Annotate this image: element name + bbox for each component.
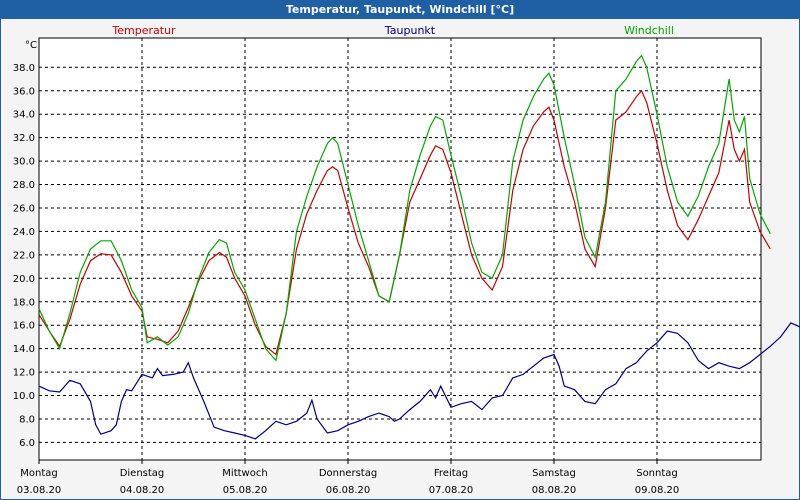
y-tick-label: 8.0 [19, 414, 35, 425]
y-tick-label: 10.0 [13, 391, 35, 402]
y-tick-label: 34.0 [13, 110, 35, 121]
y-tick-label: 24.0 [13, 227, 35, 238]
y-tick-label: 12.0 [13, 368, 35, 379]
y-tick-label: 20.0 [13, 274, 35, 285]
x-tick-weekday: Donnerstag [319, 468, 377, 479]
y-tick-label: 6.0 [19, 438, 35, 449]
x-tick-date: 08.08.20 [532, 485, 577, 496]
y-tick-label: 38.0 [13, 63, 35, 74]
x-tick-weekday: Mittwoch [222, 468, 267, 479]
y-axis: °C 6.0 8.0 10.0 12.0 14.0 16.0 18.0 20.0 22.0 24.… [13, 40, 37, 449]
y-tick-label: 36.0 [13, 86, 35, 97]
y-tick-label: 32.0 [13, 133, 35, 144]
series-line-temperatur [38, 89, 771, 356]
y-unit: °C [25, 40, 37, 51]
x-tick-weekday: Montag [20, 468, 57, 479]
x-tick-weekday: Samstag [532, 468, 576, 479]
x-tick-date: 03.08.20 [17, 485, 62, 496]
y-tick-label: 14.0 [13, 344, 35, 355]
legend-item-taupunkt: Taupunkt [384, 24, 436, 37]
x-tick-date: 09.08.20 [635, 485, 680, 496]
y-tick-label: 22.0 [13, 250, 35, 261]
legend-item-windchill: Windchill [624, 24, 674, 37]
series-lines [38, 54, 800, 440]
x-tick-date: 04.08.20 [120, 485, 165, 496]
x-tick-weekday: Sonntag [636, 468, 678, 479]
y-tick-label: 18.0 [13, 297, 35, 308]
y-tick-label: 26.0 [13, 203, 35, 214]
y-tick-label: 30.0 [13, 157, 35, 168]
x-tick-date: 06.08.20 [326, 485, 371, 496]
x-tick-weekday: Freitag [434, 468, 468, 479]
series-line-taupunkt [38, 322, 800, 440]
x-tick-date: 05.08.20 [223, 485, 268, 496]
series-line-windchill [38, 54, 771, 362]
x-axis: Montag 03.08.20 Dienstag 04.08.20 Mittwoch 05… [17, 460, 680, 496]
y-tick-label: 16.0 [13, 321, 35, 332]
x-tick-date: 07.08.20 [429, 485, 474, 496]
x-tick-weekday: Dienstag [120, 468, 165, 479]
y-tick-label: 28.0 [13, 180, 35, 191]
window-title: Temperatur, Taupunkt, Windchill [°C] [1, 1, 799, 19]
legend-item-temperatur: Temperatur [111, 24, 176, 37]
legend: Temperatur Taupunkt Windchill [111, 24, 674, 37]
